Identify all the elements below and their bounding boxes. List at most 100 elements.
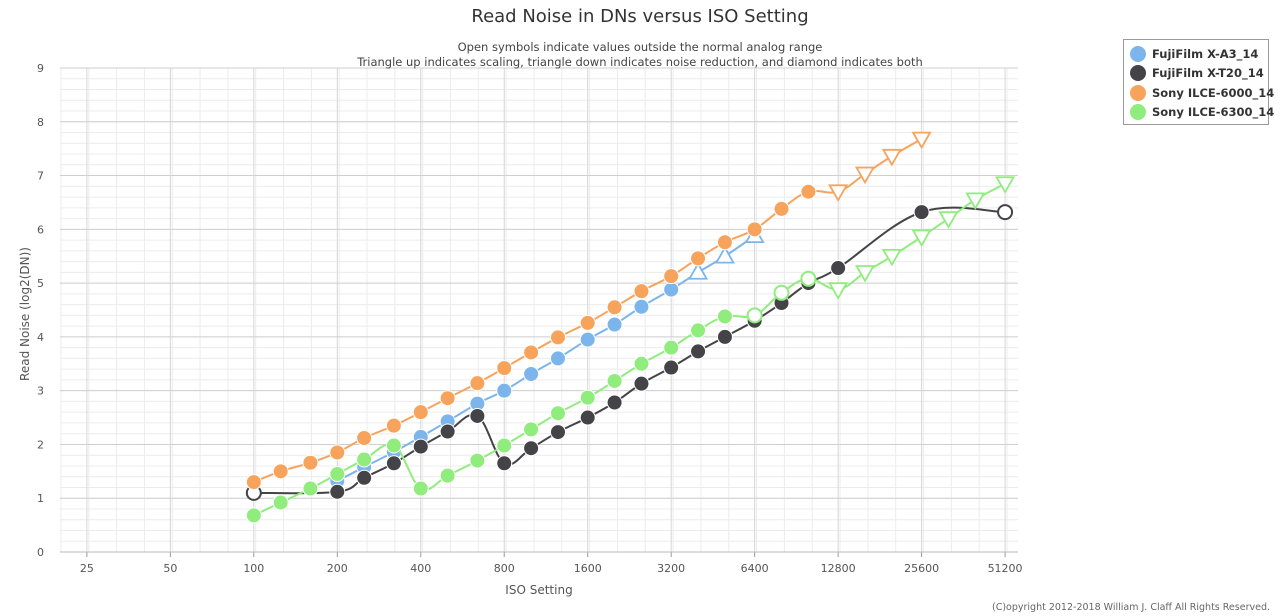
y-axis-title: Read Noise (log2(DN)): [18, 247, 32, 381]
legend-item-fujifilm-x-a3[interactable]: FujiFilm X-A3_14: [1130, 44, 1262, 64]
data-point[interactable]: [549, 424, 566, 441]
data-point[interactable]: [773, 200, 790, 217]
legend-item-sony-ilce-6300[interactable]: Sony ILCE-6300_14: [1130, 103, 1274, 123]
data-point[interactable]: [469, 452, 486, 469]
data-point[interactable]: [496, 382, 513, 399]
data-point[interactable]: [716, 328, 733, 345]
data-point[interactable]: [329, 444, 346, 461]
data-point[interactable]: [854, 166, 876, 185]
data-point[interactable]: [746, 307, 763, 324]
x-tick-label: 3200: [657, 562, 685, 575]
y-tick-label: 1: [37, 492, 44, 505]
data-point[interactable]: [245, 474, 262, 491]
data-point[interactable]: [385, 437, 402, 454]
data-point[interactable]: [881, 148, 902, 167]
data-point[interactable]: [633, 298, 650, 315]
x-tick-label: 100: [243, 562, 264, 575]
data-point[interactable]: [663, 281, 680, 298]
data-point[interactable]: [496, 437, 513, 454]
data-point[interactable]: [385, 417, 402, 434]
x-tick-label: 51200: [988, 562, 1023, 575]
legend: FujiFilm X-A3_14 FujiFilm X-T20_14 Sony …: [1123, 39, 1274, 125]
data-point[interactable]: [828, 282, 849, 300]
data-point[interactable]: [579, 331, 596, 348]
data-point[interactable]: [690, 250, 707, 267]
data-point[interactable]: [356, 469, 373, 486]
data-point[interactable]: [714, 245, 735, 264]
series-line: [253, 182, 1006, 517]
data-point[interactable]: [356, 451, 373, 468]
data-point[interactable]: [523, 344, 540, 361]
data-point[interactable]: [523, 365, 540, 382]
data-point[interactable]: [716, 234, 733, 251]
y-tick-label: 0: [37, 546, 44, 559]
data-point[interactable]: [549, 329, 566, 346]
data-point[interactable]: [302, 454, 319, 471]
data-point[interactable]: [523, 440, 540, 457]
data-point[interactable]: [854, 265, 876, 283]
legend-item-fujifilm-x-t20[interactable]: FujiFilm X-T20_14: [1130, 64, 1264, 84]
data-point[interactable]: [579, 409, 596, 426]
data-point[interactable]: [272, 494, 289, 511]
data-point[interactable]: [606, 299, 623, 316]
data-point[interactable]: [496, 360, 513, 377]
data-point[interactable]: [911, 131, 932, 150]
data-point[interactable]: [997, 204, 1014, 221]
data-point[interactable]: [800, 270, 817, 287]
data-point[interactable]: [913, 204, 930, 221]
data-point[interactable]: [439, 423, 456, 440]
data-point[interactable]: [549, 405, 566, 422]
data-point[interactable]: [469, 407, 486, 424]
data-point[interactable]: [329, 483, 346, 500]
data-point[interactable]: [995, 176, 1016, 194]
data-point[interactable]: [412, 480, 429, 497]
data-point[interactable]: [663, 268, 680, 285]
data-point[interactable]: [663, 339, 680, 356]
x-tick-label: 50: [163, 562, 177, 575]
legend-label: FujiFilm X-T20_14: [1152, 66, 1264, 81]
data-point[interactable]: [439, 390, 456, 407]
data-point[interactable]: [272, 463, 289, 480]
data-point[interactable]: [523, 421, 540, 438]
data-point[interactable]: [716, 308, 733, 325]
y-tick-label: 5: [37, 277, 44, 290]
data-point[interactable]: [688, 262, 709, 280]
data-point[interactable]: [828, 184, 849, 203]
data-point[interactable]: [412, 404, 429, 421]
data-point[interactable]: [549, 350, 566, 367]
data-point[interactable]: [496, 455, 513, 472]
data-point[interactable]: [579, 389, 596, 406]
data-point[interactable]: [245, 507, 262, 524]
data-point[interactable]: [773, 284, 790, 301]
data-point[interactable]: [606, 394, 623, 411]
data-point[interactable]: [830, 260, 847, 277]
data-point[interactable]: [746, 221, 763, 238]
data-point[interactable]: [633, 283, 650, 300]
data-point[interactable]: [356, 429, 373, 446]
data-point[interactable]: [606, 372, 623, 389]
data-point[interactable]: [633, 355, 650, 372]
legend-item-sony-ilce-6000[interactable]: Sony ILCE-6000_14: [1130, 83, 1274, 103]
data-point[interactable]: [385, 455, 402, 472]
data-point[interactable]: [690, 343, 707, 360]
data-point[interactable]: [663, 359, 680, 376]
data-point[interactable]: [690, 322, 707, 339]
data-point[interactable]: [329, 466, 346, 483]
legend-marker-icon: [1130, 65, 1146, 82]
data-point[interactable]: [938, 211, 959, 229]
data-point[interactable]: [881, 248, 902, 267]
x-tick-label: 25600: [904, 562, 939, 575]
data-point[interactable]: [439, 467, 456, 484]
data-point[interactable]: [911, 229, 932, 248]
data-point[interactable]: [800, 183, 817, 200]
data-point[interactable]: [302, 480, 319, 497]
data-point[interactable]: [965, 192, 986, 211]
chart-subtitle-line-2: Triangle up indicates scaling, triangle …: [357, 55, 923, 69]
data-point[interactable]: [579, 314, 596, 331]
x-tick-label: 12800: [821, 562, 856, 575]
legend-marker-icon: [1130, 45, 1146, 62]
data-point[interactable]: [412, 438, 429, 455]
data-point[interactable]: [469, 375, 486, 392]
data-point[interactable]: [633, 375, 650, 392]
data-point[interactable]: [606, 316, 623, 333]
